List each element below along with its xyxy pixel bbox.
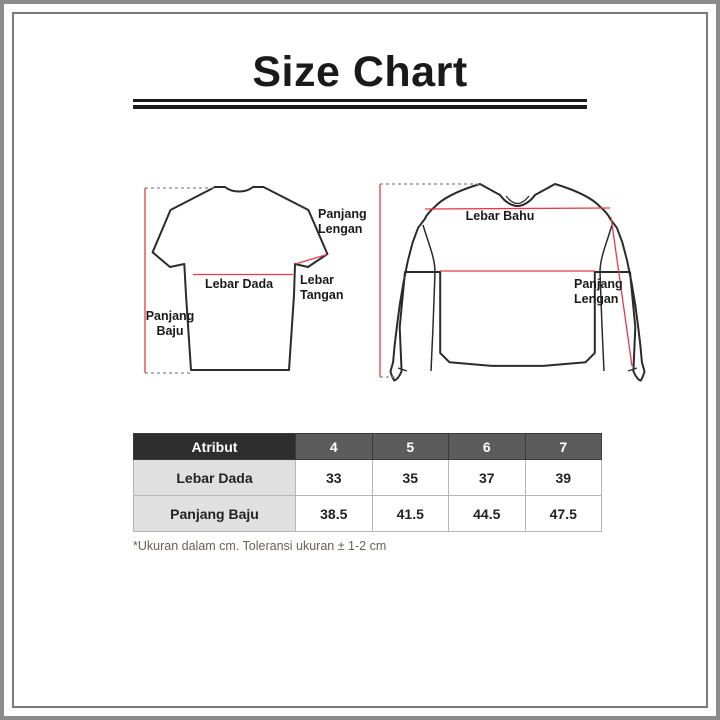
svg-text:Lebar: Lebar [300,273,334,287]
svg-text:Lebar Bahu: Lebar Bahu [466,209,535,223]
svg-text:Baju: Baju [156,324,183,338]
svg-text:Tangan: Tangan [300,288,344,302]
svg-text:Lengan: Lengan [318,222,362,236]
svg-text:Lengan: Lengan [574,292,618,306]
svg-text:Panjang: Panjang [574,277,623,291]
svg-text:Panjang: Panjang [318,207,367,221]
svg-text:Lebar Dada: Lebar Dada [205,277,274,291]
svg-text:Panjang: Panjang [146,309,195,323]
